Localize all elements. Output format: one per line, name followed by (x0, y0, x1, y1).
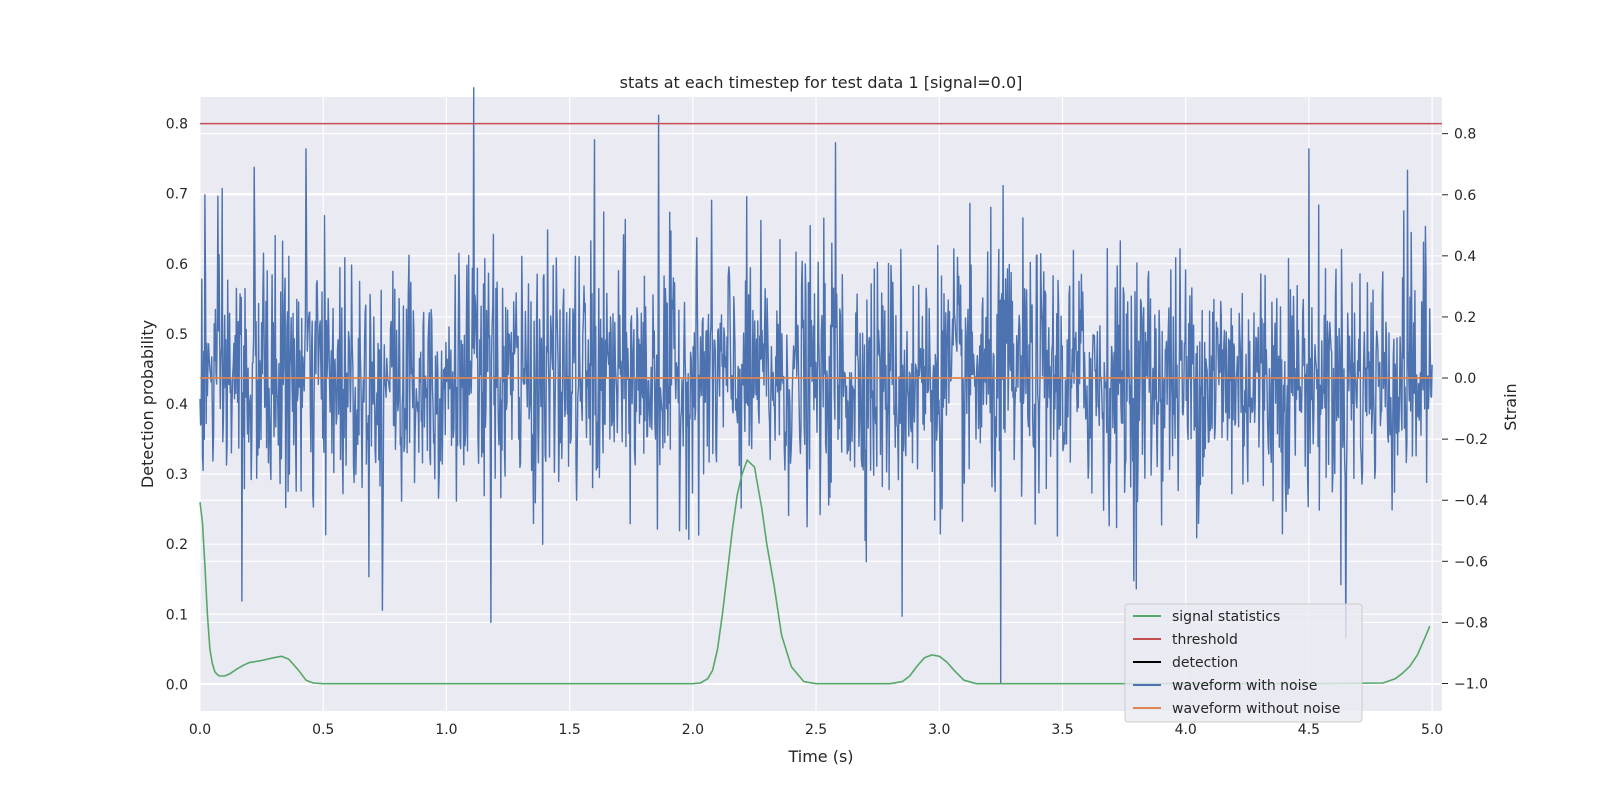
legend-label: detection (1172, 655, 1238, 671)
y-tick-label: 0.3 (166, 467, 188, 483)
x-tick-label: 5.0 (1421, 722, 1443, 738)
legend-label: waveform with noise (1172, 678, 1317, 694)
y-tick-label: 0.1 (166, 607, 188, 623)
x-axis-title: Time (s) (787, 747, 853, 766)
x-tick-label: 2.0 (682, 722, 704, 738)
y-tick-label: 0.7 (166, 187, 188, 203)
series-signal-statistics (199, 459, 1431, 685)
x-tick-label: 0.0 (189, 722, 211, 738)
y2-tick-label: 0.4 (1454, 249, 1476, 265)
y-tick-label: 0.8 (166, 117, 188, 133)
y2-tick-label: 0.8 (1454, 127, 1476, 143)
x-axis-ticks: 0.0 0.5 1.0 1.5 2.0 2.5 3.0 3.5 4.0 4.5 5.0 (189, 722, 1443, 738)
x-tick-label: 4.0 (1175, 722, 1197, 738)
y2-axis-title: Strain (1501, 383, 1520, 430)
legend-box (1124, 603, 1363, 723)
series-waveform-with-noise (199, 87, 1433, 685)
y2-tick-label: −0.8 (1454, 615, 1488, 631)
y2-tick-label: −0.4 (1454, 493, 1488, 509)
legend: signal statistics threshold detection wavef… (1124, 603, 1363, 723)
x-tick-label: 4.5 (1298, 722, 1320, 738)
y2-tick-label: −1.0 (1454, 677, 1488, 693)
y2-tick-label: −0.2 (1454, 432, 1488, 448)
x-tick-label: 2.5 (805, 722, 827, 738)
y-tick-label: 0.2 (166, 537, 188, 553)
y-tick-label: 0.5 (166, 327, 188, 343)
y-axis-title: Detection probability (138, 320, 157, 488)
x-tick-label: 1.0 (435, 722, 457, 738)
x-tick-label: 0.5 (312, 722, 334, 738)
x-tick-label: 3.0 (928, 722, 950, 738)
chart-title: stats at each timestep for test data 1 [… (620, 73, 1023, 92)
y2-tick-label: 0.0 (1454, 371, 1476, 387)
y2-axis-ticks: −1.0 −0.8 −0.6 −0.4 −0.2 0.0 0.2 0.4 0.6 0.8 (1442, 127, 1488, 693)
legend-label: threshold (1172, 632, 1238, 648)
y2-tick-label: −0.6 (1454, 554, 1488, 570)
y2-tick-label: 0.2 (1454, 310, 1476, 326)
legend-label: signal statistics (1172, 609, 1280, 625)
y-axis-ticks: 0.0 0.1 0.2 0.3 0.4 0.5 0.6 0.7 0.8 (166, 117, 188, 694)
y-tick-label: 0.6 (166, 257, 188, 273)
y-tick-label: 0.4 (166, 397, 188, 413)
x-tick-label: 3.5 (1051, 722, 1073, 738)
x-tick-label: 1.5 (559, 722, 581, 738)
series-layer (199, 87, 1442, 685)
y2-tick-label: 0.6 (1454, 188, 1476, 204)
legend-label: waveform without noise (1172, 701, 1340, 717)
y-tick-label: 0.0 (166, 677, 188, 693)
